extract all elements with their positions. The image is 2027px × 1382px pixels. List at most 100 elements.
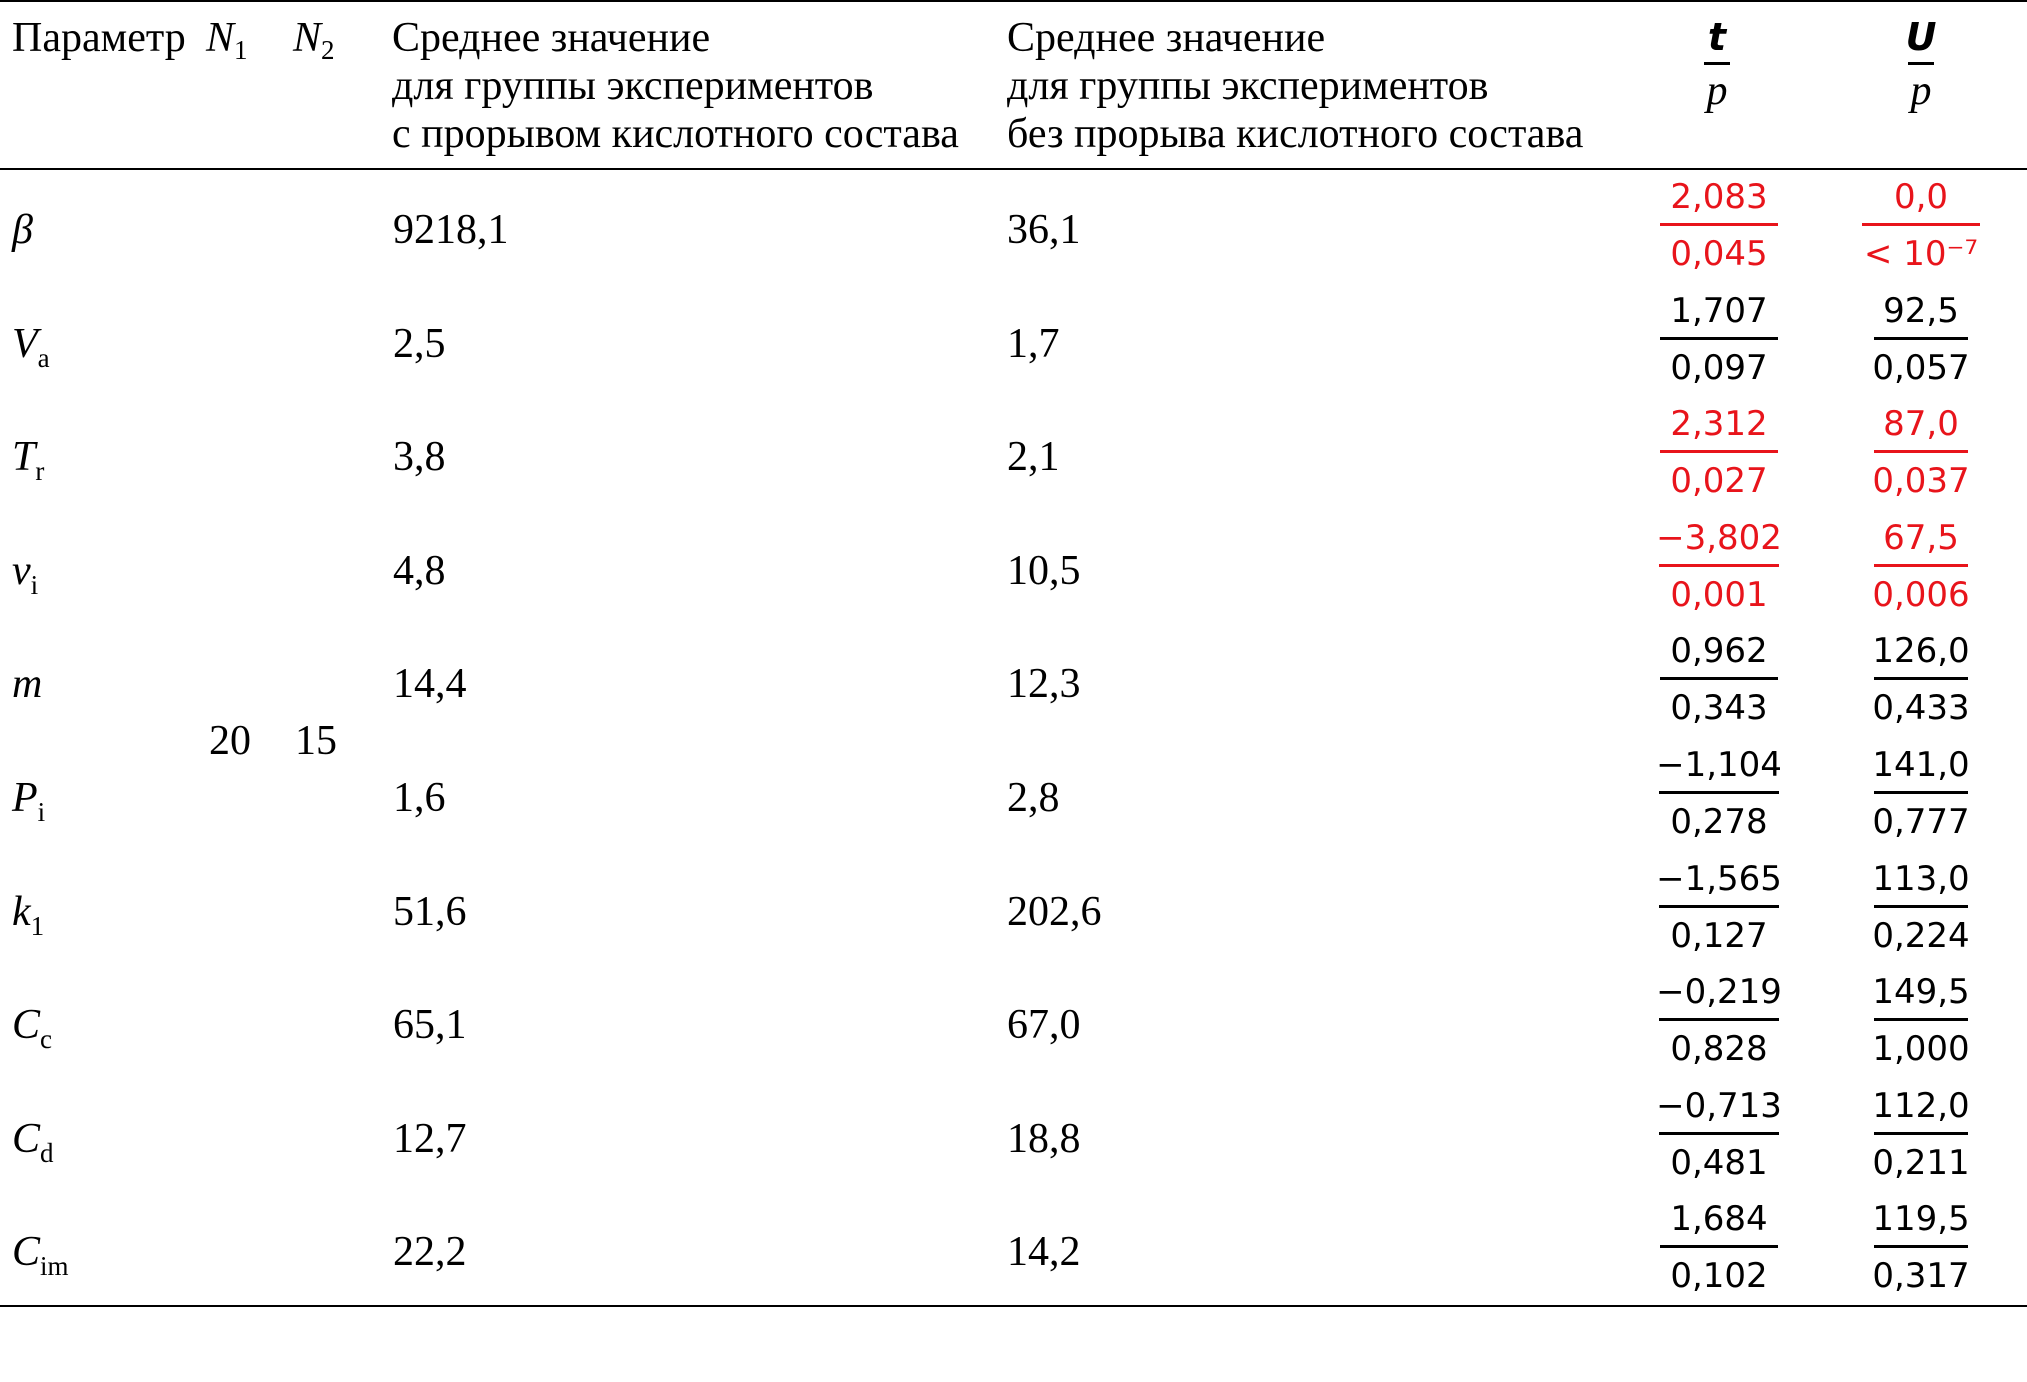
u-p-value: 0,777	[1872, 802, 1970, 842]
u-p-value: 0,211	[1872, 1142, 1970, 1183]
table-row: Cd 12,7 18,8 −0,713 0,481 112,0 0,211	[0, 1082, 2027, 1196]
t-p-value: 0,127	[1670, 915, 1768, 956]
parameter-symbol: β	[12, 207, 33, 253]
t-p-value: 0,097	[1670, 347, 1768, 388]
mean-with-breakthrough: 22,2	[393, 1229, 467, 1276]
parameter-symbol: Pi	[12, 775, 46, 827]
mean-without-breakthrough: 10,5	[1007, 547, 1081, 594]
t-p-value: 0,001	[1670, 574, 1768, 615]
parameter-symbol: k1	[12, 888, 45, 941]
u-test-fraction: 92,5 0,057	[1836, 289, 2006, 390]
header-mean-with-breakthrough: Среднее значение для группы эксперименто…	[392, 15, 959, 157]
t-p-value: 0,481	[1670, 1142, 1768, 1183]
u-statistic: 113,0	[1872, 858, 1970, 899]
u-p-value: 0,317	[1872, 1256, 1970, 1297]
u-p-value: 0,037	[1872, 461, 1970, 502]
u-statistic: 126,0	[1872, 631, 1970, 672]
t-statistic: −3,802	[1656, 517, 1782, 558]
table-bottom-rule	[0, 1305, 2027, 1307]
u-statistic: 112,0	[1872, 1085, 1970, 1126]
u-test-fraction: 119,5 0,317	[1836, 1197, 2006, 1298]
table-row: vi 4,8 10,5 −3,802 0,001 67,5 0,006	[0, 514, 2027, 628]
table-row: Va 2,5 1,7 1,707 0,097 92,5 0,057	[0, 287, 2027, 401]
u-statistic: 119,5	[1872, 1199, 1970, 1240]
u-p-value: 1,000	[1872, 1029, 1970, 1070]
t-statistic: −0,219	[1656, 972, 1782, 1013]
header-parameter: Параметр	[12, 15, 186, 61]
u-p-value: 0,433	[1872, 688, 1970, 729]
t-statistic: −1,104	[1656, 745, 1782, 785]
t-statistic: −0,713	[1656, 1085, 1782, 1126]
mean-with-breakthrough: 14,4	[393, 661, 467, 708]
mean-without-breakthrough: 36,1	[1007, 207, 1081, 253]
mean-with-breakthrough: 1,6	[393, 775, 446, 821]
mean-without-breakthrough: 2,1	[1007, 434, 1060, 481]
mean-with-breakthrough: 3,8	[393, 434, 446, 481]
t-p-value: 0,027	[1670, 461, 1768, 502]
u-test-fraction: 67,5 0,006	[1836, 516, 2006, 617]
mean-without-breakthrough: 12,3	[1007, 661, 1081, 708]
u-test-fraction: 113,0 0,224	[1836, 857, 2006, 958]
mean-without-breakthrough: 2,8	[1007, 775, 1060, 821]
t-p-value: 0,045	[1670, 234, 1768, 274]
u-p-value: 0,006	[1872, 574, 1970, 615]
t-test-fraction: −1,565 0,127	[1634, 857, 1804, 958]
u-test-fraction: 126,0 0,433	[1836, 629, 2006, 730]
t-p-value: 0,343	[1670, 688, 1768, 729]
n2-value: 15	[295, 718, 337, 764]
u-test-fraction: 112,0 0,211	[1836, 1084, 2006, 1185]
parameter-symbol: vi	[12, 547, 39, 600]
t-statistic: 0,962	[1670, 631, 1768, 672]
u-statistic: 67,5	[1883, 517, 1959, 558]
header-n2: N2	[293, 15, 335, 65]
parameter-symbol: Va	[12, 320, 50, 373]
header-u-over-p: U p	[1905, 15, 1937, 114]
mean-with-breakthrough: 65,1	[393, 1002, 467, 1049]
parameter-symbol: Cc	[12, 1002, 52, 1055]
table-row: k1 51,6 202,6 −1,565 0,127 113,0 0,224	[0, 855, 2027, 969]
u-test-fraction: 0,0 < 10⁻⁷	[1836, 175, 2006, 276]
u-statistic: 141,0	[1872, 745, 1970, 785]
u-statistic: 92,5	[1883, 290, 1959, 331]
header-mean-without-breakthrough: Среднее значение для группы эксперименто…	[1007, 15, 1584, 157]
parameter-symbol: Cim	[12, 1229, 69, 1282]
u-p-value: 0,224	[1872, 915, 1970, 956]
table-row: Pi 1,6 2,8 −1,104 0,278 141,0 0,777	[0, 741, 2027, 855]
u-p-value: < 10⁻⁷	[1863, 234, 1979, 274]
t-statistic: 1,707	[1670, 290, 1768, 331]
u-statistic: 0,0	[1893, 177, 1949, 217]
t-test-fraction: 2,083 0,045	[1634, 175, 1804, 276]
mean-with-breakthrough: 9218,1	[393, 207, 509, 253]
header-rule	[0, 168, 2027, 170]
u-test-fraction: 87,0 0,037	[1836, 402, 2006, 503]
table-row: Cc 65,1 67,0 −0,219 0,828 149,5 1,000	[0, 968, 2027, 1082]
t-test-fraction: −0,713 0,481	[1634, 1084, 1804, 1185]
t-test-fraction: 1,684 0,102	[1634, 1197, 1804, 1298]
n1-value: 20	[209, 718, 251, 764]
header-t-over-p: t p	[1637, 14, 1797, 113]
u-statistic: 149,5	[1872, 972, 1970, 1013]
table-top-rule	[0, 0, 2027, 2]
t-statistic: 1,684	[1670, 1199, 1768, 1240]
t-statistic: −1,565	[1656, 858, 1782, 899]
mean-with-breakthrough: 12,7	[393, 1115, 467, 1162]
mean-without-breakthrough: 14,2	[1007, 1229, 1081, 1276]
t-test-fraction: 2,312 0,027	[1634, 402, 1804, 503]
mean-without-breakthrough: 18,8	[1007, 1115, 1081, 1162]
t-statistic: 2,083	[1670, 177, 1768, 217]
u-test-fraction: 149,5 1,000	[1836, 970, 2006, 1071]
table-row: m 14,4 12,3 0,962 0,343 126,0 0,433	[0, 627, 2027, 741]
t-test-fraction: 0,962 0,343	[1634, 629, 1804, 730]
t-p-value: 0,828	[1670, 1029, 1768, 1070]
mean-without-breakthrough: 1,7	[1007, 320, 1060, 367]
t-test-fraction: 1,707 0,097	[1634, 289, 1804, 390]
t-p-value: 0,102	[1670, 1256, 1768, 1297]
mean-with-breakthrough: 2,5	[393, 320, 446, 367]
mean-with-breakthrough: 4,8	[393, 547, 446, 594]
parameter-symbol: m	[12, 661, 43, 708]
t-test-fraction: −3,802 0,001	[1634, 516, 1804, 617]
table-row: Tr 3,8 2,1 2,312 0,027 87,0 0,037	[0, 400, 2027, 514]
parameter-symbol: Tr	[12, 434, 45, 487]
t-p-value: 0,278	[1670, 802, 1768, 842]
mean-with-breakthrough: 51,6	[393, 888, 467, 935]
